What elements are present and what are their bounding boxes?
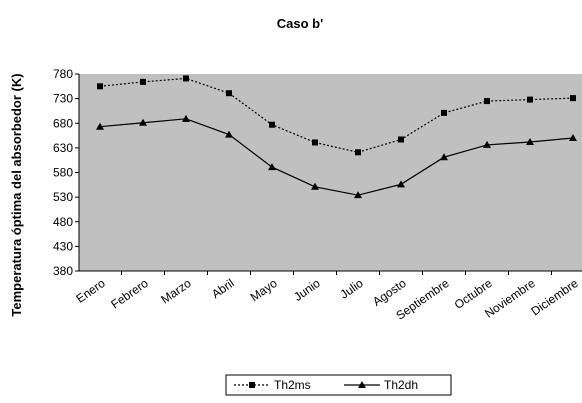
point-th2dh (483, 140, 491, 148)
series-line-th2ms (99, 77, 574, 153)
point-th2dh (354, 191, 362, 199)
point-th2ms (398, 136, 404, 143)
point-th2dh (182, 114, 190, 122)
point-th2ms (441, 109, 447, 116)
point-th2dh (440, 153, 448, 161)
legend-marker (358, 381, 366, 388)
point-th2dh (225, 130, 233, 138)
legend-marker (249, 382, 255, 388)
point-th2dh (139, 118, 147, 126)
series-layer (96, 75, 577, 199)
point-th2ms (312, 139, 318, 146)
point-th2dh (96, 122, 104, 130)
legend-box (225, 374, 452, 396)
point-th2ms (527, 96, 533, 103)
plot-area (79, 74, 582, 271)
point-th2ms (269, 121, 275, 128)
x-tick-label: Febrero (108, 276, 151, 312)
point-th2ms (140, 78, 146, 85)
y-tick-label: 680 (53, 116, 73, 130)
point-th2dh (526, 137, 534, 145)
point-th2ms (226, 90, 232, 97)
point-th2ms (355, 149, 361, 156)
x-tick-label: Enero (73, 276, 108, 306)
legend: Th2ms Th2dh (225, 374, 452, 396)
point-th2ms (97, 83, 103, 90)
y-axis-label: Temperatura óptima del absorbedor (K) (9, 73, 24, 316)
point-th2ms (570, 95, 576, 102)
y-tick-label: 530 (53, 190, 73, 204)
x-tick-label: Julio (337, 276, 366, 302)
point-th2dh (268, 163, 276, 171)
point-th2dh (569, 134, 577, 142)
point-th2ms (484, 98, 490, 105)
y-tick-label: 430 (53, 239, 73, 253)
point-th2ms (183, 75, 189, 82)
y-tick-label: 630 (53, 141, 73, 155)
x-tick-label: Mayo (248, 276, 280, 304)
legend-label: Th2ms (274, 378, 311, 392)
x-tick-label: Diciembre (528, 276, 581, 319)
x-tick-label: Junio (291, 276, 323, 304)
y-tick-label: 380 (53, 264, 73, 278)
chart-title: Caso b' (277, 16, 323, 31)
y-tick-label: 480 (53, 215, 73, 229)
series-line-th2dh (99, 118, 574, 196)
y-axis: 380 430 480 530 580 630 680 730 780 (53, 67, 79, 278)
y-tick-label: 730 (53, 92, 73, 106)
y-tick-label: 780 (53, 67, 73, 81)
legend-label: Th2dh (384, 378, 418, 392)
x-axis: Enero Febrero Marzo Abril Mayo Junio Julio Agos… (73, 271, 581, 323)
x-tick-label: Marzo (158, 276, 194, 307)
point-th2dh (311, 182, 319, 190)
point-th2dh (397, 180, 405, 188)
y-tick-label: 580 (53, 166, 73, 180)
x-tick-label: Abril (209, 276, 237, 301)
